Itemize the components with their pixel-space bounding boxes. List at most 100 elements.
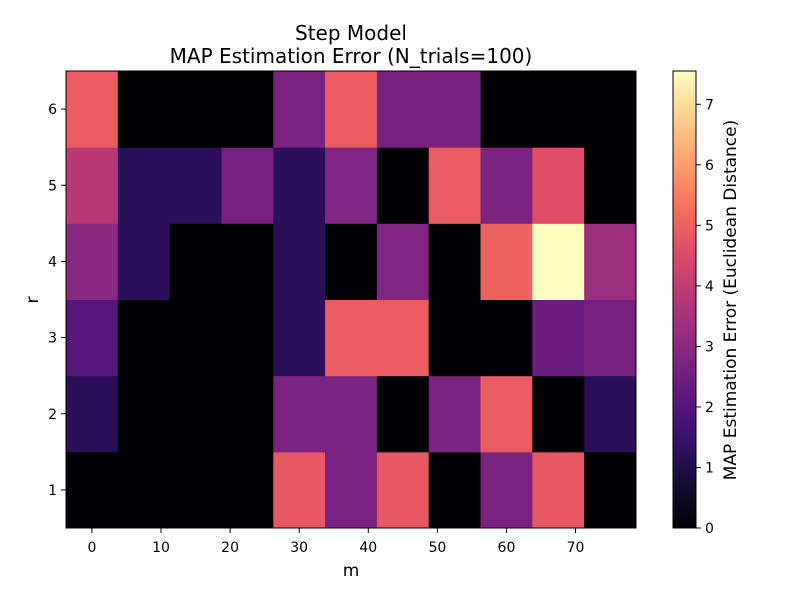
heatmap-cell — [325, 451, 378, 529]
colorbar — [672, 70, 697, 529]
heatmap-cell — [273, 147, 326, 224]
heatmap-cell — [117, 71, 171, 148]
colorbar-tick-label: 5 — [705, 218, 714, 234]
heatmap-cell — [273, 71, 326, 148]
heatmap-cell — [376, 223, 430, 300]
heatmap-cell — [66, 147, 119, 224]
heatmap-cell — [376, 451, 430, 529]
heatmap-cell — [584, 375, 637, 453]
heatmap-cell — [169, 147, 222, 224]
heatmap-cell — [221, 71, 274, 148]
y-tick-label: 4 — [48, 254, 57, 270]
heatmap-cell — [480, 223, 533, 300]
colorbar-tick-label: 4 — [705, 279, 714, 295]
y-tick-label: 1 — [48, 483, 57, 499]
heatmap-cell — [428, 147, 482, 224]
heatmap-cell — [428, 375, 482, 453]
x-tick-label: 70 — [567, 540, 585, 556]
colorbar-ticks: 0 1 2 3 4 5 6 7 — [696, 97, 714, 537]
heatmap-cell — [273, 451, 326, 529]
heatmap-cell — [584, 71, 637, 148]
x-tick-label: 40 — [359, 540, 377, 556]
heatmap-cell — [169, 451, 222, 529]
y-tick-label: 3 — [48, 331, 57, 347]
x-tick-label: 50 — [428, 540, 446, 556]
x-axis-label: m — [343, 561, 360, 581]
heatmap-cell — [584, 451, 637, 529]
colorbar-tick-label: 1 — [705, 460, 714, 476]
heatmap-cell — [273, 223, 326, 300]
heatmap-cell — [66, 71, 119, 148]
heatmap-cell — [117, 223, 171, 300]
heatmap-cell — [532, 375, 585, 453]
x-tick-label: 10 — [152, 540, 170, 556]
plot-frame — [65, 70, 637, 529]
colorbar-tick-label: 7 — [705, 97, 714, 113]
heatmap-cell — [480, 147, 533, 224]
y-axis-label: r — [23, 297, 43, 304]
colorbar-tick-label: 6 — [705, 158, 714, 174]
heatmap-cell — [117, 147, 171, 224]
y-tick-label: 2 — [48, 407, 57, 423]
y-axis-ticks: 1 2 3 4 5 6 — [48, 102, 66, 499]
heatmap-cell — [480, 451, 533, 529]
heatmap-cell — [117, 375, 171, 453]
colorbar-label: MAP Estimation Error (Euclidean Distance… — [721, 120, 741, 480]
heatmap-cell — [66, 299, 119, 377]
chart-title-line2: MAP Estimation Error (N_trials=100) — [170, 44, 533, 68]
colorbar-tick-label: 2 — [705, 400, 714, 416]
heatmap-cells — [66, 71, 637, 529]
heatmap-cell — [532, 299, 585, 377]
heatmap-cell — [532, 71, 585, 148]
heatmap-cell — [480, 299, 533, 377]
heatmap-cell — [376, 299, 430, 377]
heatmap-cell — [273, 299, 326, 377]
heatmap-cell — [325, 147, 378, 224]
heatmap-cell — [428, 223, 482, 300]
heatmap-cell — [376, 375, 430, 453]
heatmap-cell — [532, 223, 585, 300]
y-tick-label: 5 — [48, 178, 57, 194]
heatmap-cell — [169, 223, 222, 300]
heatmap-cell — [325, 299, 378, 377]
x-tick-label: 30 — [290, 540, 308, 556]
heatmap-cell — [117, 451, 171, 529]
heatmap-cell — [169, 71, 222, 148]
heatmap-cell — [376, 71, 430, 148]
heatmap-cell — [66, 451, 119, 529]
x-tick-label: 20 — [221, 540, 239, 556]
heatmap-cell — [221, 375, 274, 453]
heatmap-cell — [325, 375, 378, 453]
heatmap-cell — [480, 71, 533, 148]
heatmap-cell — [376, 147, 430, 224]
heatmap-cell — [169, 375, 222, 453]
heatmap-cell — [221, 451, 274, 529]
y-tick-label: 6 — [48, 102, 57, 118]
heatmap-cell — [428, 451, 482, 529]
x-axis-ticks: 0 10 20 30 40 50 60 70 — [87, 528, 584, 556]
heatmap-cell — [480, 375, 533, 453]
heatmap-cell — [325, 223, 378, 300]
heatmap-cell — [584, 147, 637, 224]
heatmap-cell — [532, 147, 585, 224]
x-tick-label: 0 — [87, 540, 96, 556]
chart-title-line1: Step Model — [295, 21, 407, 45]
heatmap-cell — [221, 147, 274, 224]
colorbar-tick-label: 3 — [705, 339, 714, 355]
heatmap-cell — [428, 71, 482, 148]
heatmap-cell — [584, 223, 637, 300]
heatmap-cell — [66, 375, 119, 453]
heatmap-cell — [66, 223, 119, 300]
colorbar-tick-label: 0 — [705, 521, 714, 537]
heatmap-cell — [325, 71, 378, 148]
heatmap-cell — [584, 299, 637, 377]
heatmap-cell — [273, 375, 326, 453]
heatmap-cell — [221, 223, 274, 300]
heatmap-cell — [117, 299, 171, 377]
x-tick-label: 60 — [498, 540, 516, 556]
heatmap-cell — [428, 299, 482, 377]
heatmap-cell — [169, 299, 222, 377]
heatmap-cell — [221, 299, 274, 377]
heatmap-cell — [532, 451, 585, 529]
